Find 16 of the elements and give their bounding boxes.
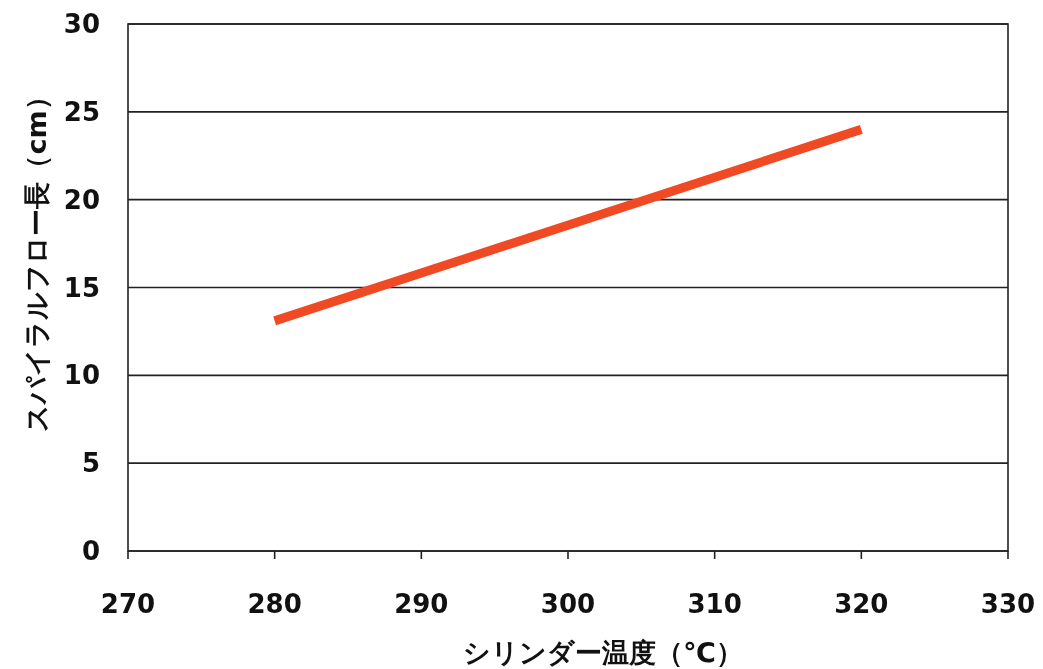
x-tick-label: 270 — [100, 589, 156, 619]
y-tick-label: 30 — [63, 9, 100, 39]
y-tick-label: 15 — [63, 272, 100, 303]
y-axis-title: スパイラルフロー長（cm） — [21, 83, 52, 432]
x-axis-title: シリンダー温度（℃） — [463, 637, 743, 668]
y-tick-label: 10 — [63, 360, 100, 391]
x-tick-label: 300 — [540, 589, 596, 619]
x-tick-label: 290 — [394, 589, 449, 619]
y-tick-label: 20 — [63, 184, 100, 215]
y-tick-label: 25 — [63, 96, 100, 127]
x-tick-label: 330 — [980, 589, 1036, 619]
x-tick-label: 310 — [687, 589, 742, 619]
x-tick-label: 320 — [834, 589, 889, 619]
y-tick-label: 5 — [81, 448, 100, 479]
y-tick-label: 0 — [81, 536, 100, 566]
x-tick-label: 280 — [247, 589, 302, 619]
